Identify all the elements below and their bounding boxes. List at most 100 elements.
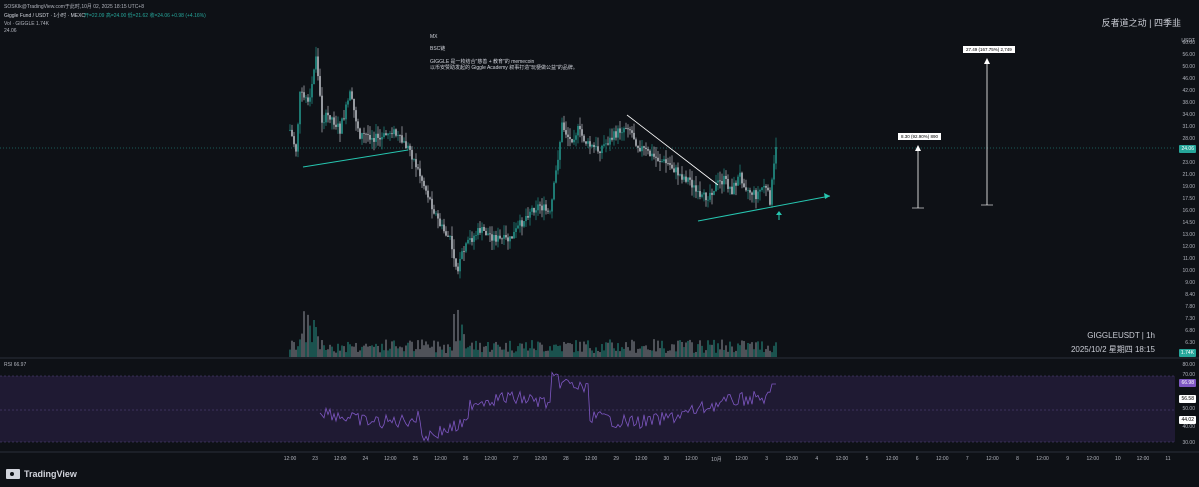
volume-bar xyxy=(387,350,389,357)
candle-body xyxy=(353,98,355,111)
price-axis-label: 19.00 xyxy=(1182,184,1195,190)
symbol-title[interactable]: Giggle Fund / USDT · 1小时 · MEXC xyxy=(4,13,86,19)
volume-bar xyxy=(563,341,565,357)
volume-bar xyxy=(297,346,299,357)
volume-bar xyxy=(731,346,733,357)
volume-bar xyxy=(341,345,343,357)
volume-bar xyxy=(689,339,691,357)
volume-bar xyxy=(307,314,309,357)
rsi-axis-label: 50.00 xyxy=(1182,406,1195,412)
volume-bar xyxy=(391,341,393,357)
volume-bar xyxy=(321,340,323,357)
volume-bar xyxy=(497,344,499,357)
candle-body xyxy=(627,128,629,130)
time-axis-label: 12:00 xyxy=(1036,456,1049,462)
rsi-label[interactable]: RSI 66.97 xyxy=(4,362,27,368)
candle-body xyxy=(431,198,433,210)
tradingview-logo[interactable]: TradingView xyxy=(6,469,77,479)
candle-body xyxy=(311,84,313,98)
candle-body xyxy=(629,129,631,131)
volume-bar xyxy=(603,350,605,357)
candle-body xyxy=(583,135,585,142)
volume-bar xyxy=(523,348,525,357)
volume-bar xyxy=(435,352,437,357)
candle-body xyxy=(347,100,349,105)
volume-bar xyxy=(757,341,759,357)
candle-body xyxy=(767,187,769,191)
volume-bar xyxy=(753,349,755,357)
candle-body xyxy=(345,104,347,120)
candle-body xyxy=(327,112,329,116)
volume-bar xyxy=(605,342,607,357)
rsi-axis-label: 30.00 xyxy=(1182,440,1195,446)
volume-bar xyxy=(613,348,615,357)
candle-body xyxy=(293,136,295,145)
candle-body xyxy=(505,235,507,238)
candle-body xyxy=(759,190,761,192)
candle-body xyxy=(459,258,461,272)
candle-body xyxy=(441,224,443,227)
candle-body xyxy=(739,172,741,177)
volume-bar xyxy=(299,339,301,357)
volume-bar xyxy=(565,343,567,357)
volume-bar xyxy=(543,351,545,357)
candle-body xyxy=(607,143,609,145)
tradingview-label: TradingView xyxy=(24,469,77,479)
volume-bar xyxy=(715,352,717,357)
candle-body xyxy=(689,177,691,180)
rsi-axis-label: 80.00 xyxy=(1182,362,1195,368)
candle-body xyxy=(517,225,519,229)
volume-bar xyxy=(661,340,663,357)
time-axis-label: 24 xyxy=(362,456,369,462)
measure-box-short[interactable]: 8.30 (92.90%) 890 xyxy=(898,133,942,140)
volume-bar xyxy=(599,352,601,357)
volume-label[interactable]: Vol · GIGGLE 1.74K xyxy=(4,21,50,27)
measure-box-tall[interactable]: 27.49 (167.75%) 2,749 xyxy=(963,46,1015,53)
volume-bar xyxy=(767,345,769,357)
volume-bar xyxy=(585,344,587,357)
volume-bar xyxy=(675,351,677,357)
price-axis-label: 50.00 xyxy=(1182,64,1195,70)
volume-bar xyxy=(641,346,643,357)
candle-body xyxy=(305,97,307,99)
volume-bar xyxy=(775,342,777,357)
volume-bar xyxy=(765,349,767,357)
time-axis-label: 12:00 xyxy=(534,456,548,462)
volume-bar xyxy=(511,350,513,357)
volume-bar xyxy=(583,341,585,357)
candle-body xyxy=(565,130,567,135)
volume-bar xyxy=(355,342,357,357)
volume-bar xyxy=(345,352,347,357)
volume-tag: 1.74K xyxy=(1178,349,1196,357)
time-axis-label: 12:00 xyxy=(333,456,347,462)
volume-bar xyxy=(601,344,603,357)
volume-bar xyxy=(549,346,551,357)
candle-body xyxy=(613,131,615,140)
candle-body xyxy=(515,228,517,232)
volume-bar xyxy=(691,342,693,357)
volume-bar xyxy=(761,341,763,357)
volume-bar xyxy=(653,339,655,357)
volume-bar xyxy=(293,342,295,357)
volume-bar xyxy=(471,342,473,357)
candle-body xyxy=(415,159,417,168)
candle-body xyxy=(339,123,341,134)
volume-bar xyxy=(441,349,443,357)
candle-body xyxy=(603,144,605,146)
candle-body xyxy=(611,137,613,140)
trendline-arrowhead xyxy=(824,193,830,199)
candle-body xyxy=(637,145,639,148)
candle-body xyxy=(333,117,335,125)
volume-bar xyxy=(745,349,747,357)
volume-bar xyxy=(413,351,415,357)
candle-body xyxy=(617,128,619,138)
volume-bar xyxy=(373,346,375,357)
volume-bar xyxy=(483,346,485,357)
candle-body xyxy=(447,235,449,237)
candle-body xyxy=(667,163,669,164)
candle-body xyxy=(683,176,685,180)
volume-bar xyxy=(701,345,703,357)
volume-bar xyxy=(513,352,515,357)
time-axis-label: 12:00 xyxy=(986,456,999,462)
